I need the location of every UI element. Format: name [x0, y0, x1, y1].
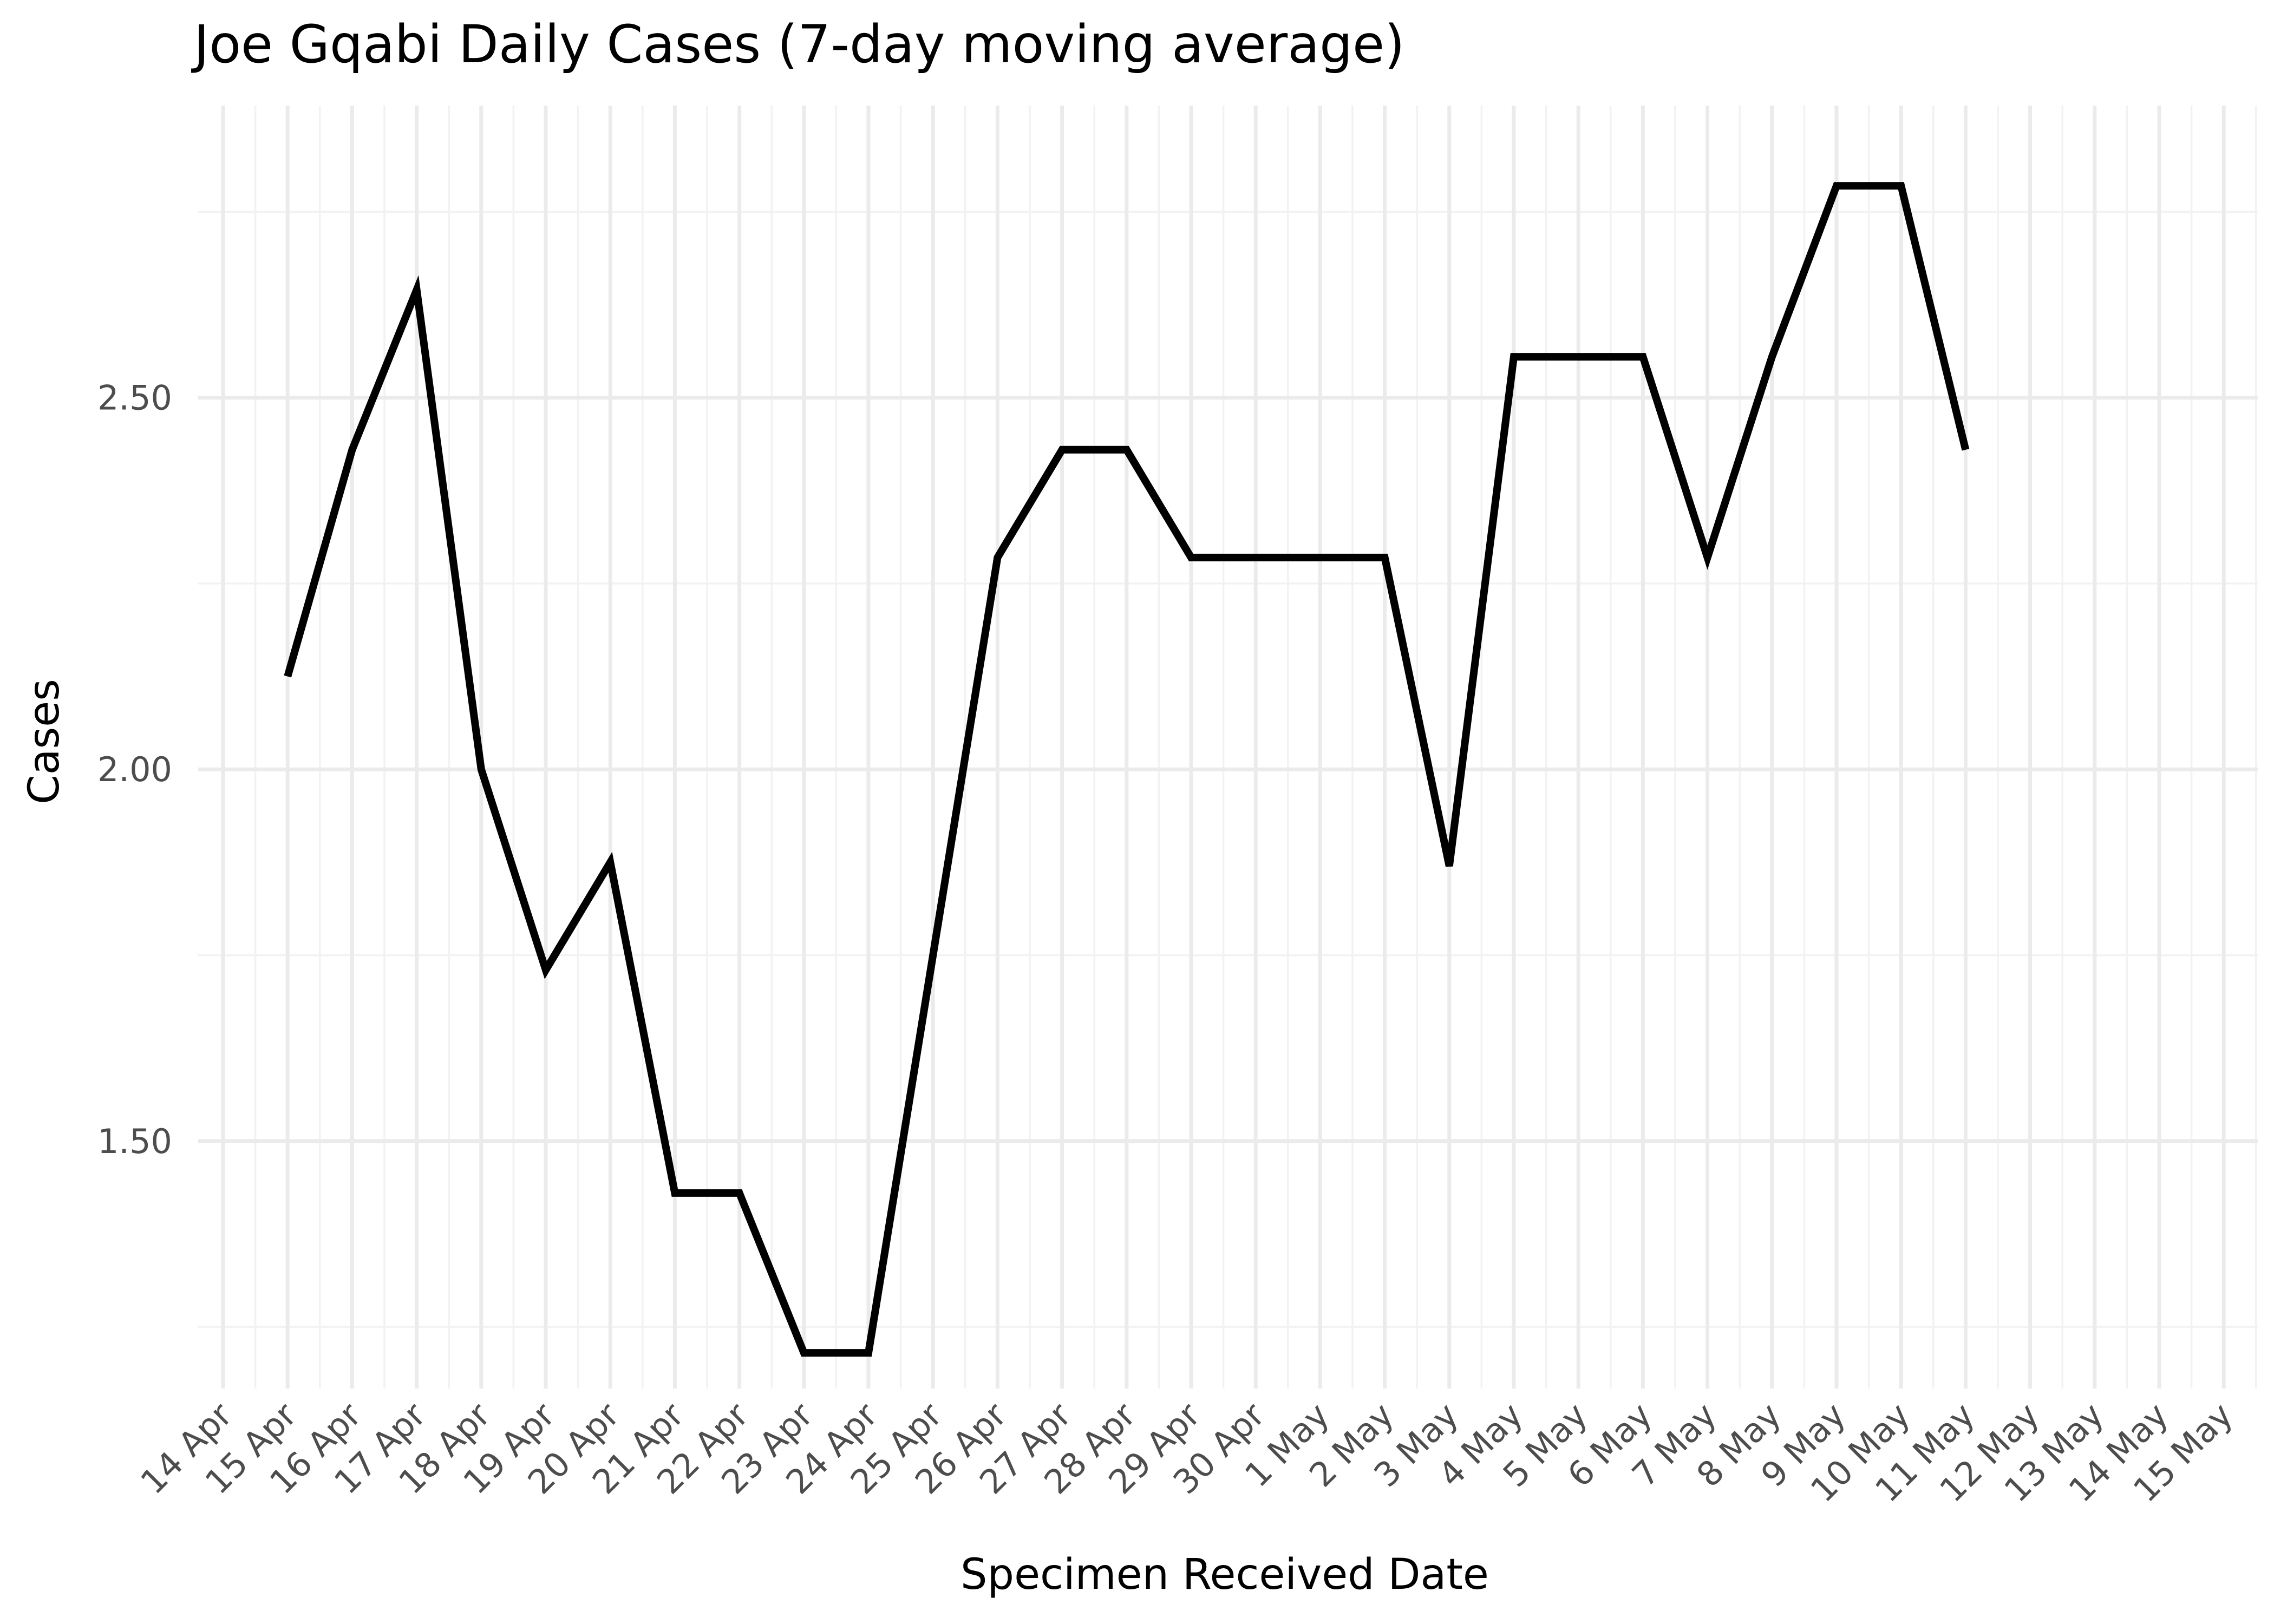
y-axis-ticks: 1.50 2.00 2.50: [97, 378, 172, 1161]
y-tick-label: 1.50: [97, 1122, 172, 1161]
x-axis-title: Specimen Received Date: [960, 1550, 1489, 1599]
y-axis-title: Cases: [20, 679, 69, 804]
grid: [198, 106, 2258, 1389]
chart-title: Joe Gqabi Daily Cases (7-day moving aver…: [191, 14, 1405, 75]
series-line: [284, 182, 1970, 1357]
y-tick-label: 2.50: [97, 378, 172, 418]
y-tick-label: 2.00: [97, 750, 172, 789]
series-layer: [284, 182, 1970, 1357]
